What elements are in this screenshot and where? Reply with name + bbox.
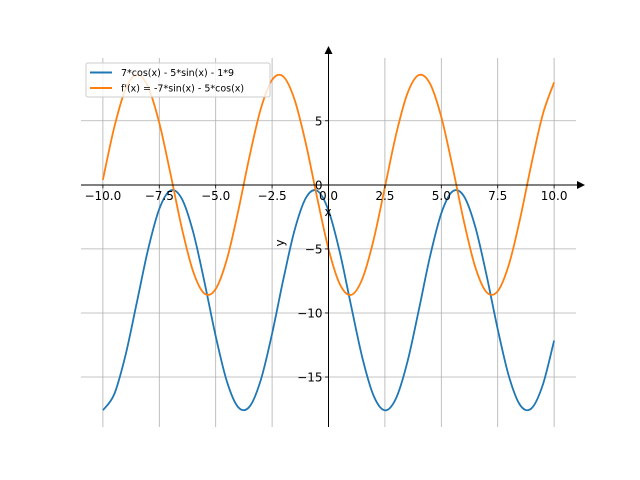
x-axis-label: x (324, 205, 331, 219)
y-tick-label: −15 (297, 371, 322, 385)
x-tick-label: 5.0 (432, 189, 451, 203)
y-tick-label: 5 (315, 114, 323, 128)
x-tick-label: 7.5 (488, 189, 507, 203)
y-tick-label: −5 (305, 242, 323, 256)
axes (81, 46, 585, 427)
x-tick-label: 0.0 (319, 189, 338, 203)
y-axis-arrow-icon (324, 46, 333, 54)
y-axis-label: y (273, 239, 287, 246)
x-tick-label: −2.5 (258, 189, 287, 203)
y-tick-label: 0 (315, 178, 323, 192)
y-tick-label: −10 (297, 306, 322, 320)
x-tick-label: −5.0 (201, 189, 230, 203)
x-tick-label: −7.5 (145, 189, 174, 203)
x-tick-label: 10.0 (541, 189, 568, 203)
legend: 7*cos(x) - 5*sin(x) - 1*9 f'(x) = -7*sin… (85, 62, 271, 98)
x-axis-arrow-icon (577, 181, 585, 189)
legend-box (85, 62, 271, 98)
x-tick-label: 2.5 (375, 189, 394, 203)
legend-label-1: f'(x) = -7*sin(x) - 5*cos(x) (121, 84, 244, 95)
ticks: −10.0 −7.5 −5.0 −2.5 0.0 2.5 5.0 7.5 10.0 −15 −10 −… (84, 114, 567, 384)
x-tick-label: −10.0 (84, 189, 121, 203)
legend-label-0: 7*cos(x) - 5*sin(x) - 1*9 (121, 68, 234, 79)
